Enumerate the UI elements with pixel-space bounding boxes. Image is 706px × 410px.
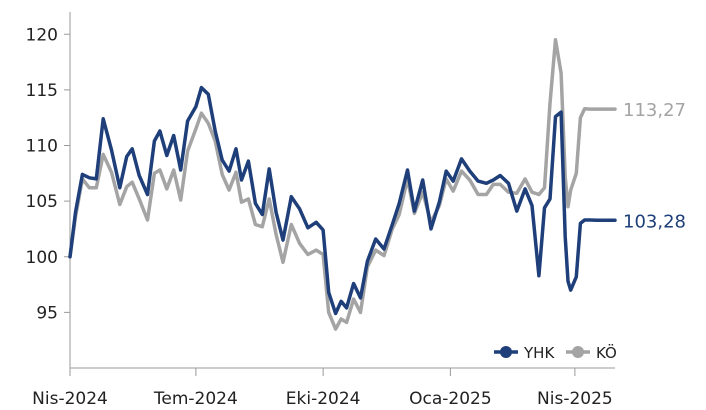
axes <box>69 12 615 369</box>
end-labels: 103,28 113,27 <box>623 100 686 232</box>
x-tick-label: Nis-2025 <box>537 389 613 409</box>
axis-ticks: 95 100 105 110 115 120 Nis-2024 Tem-2024 Eki-202… <box>26 25 613 409</box>
y-tick-label: 115 <box>26 81 58 101</box>
legend: YHK KÖ <box>494 343 617 362</box>
legend-label-yhk: YHK <box>523 344 555 362</box>
legend-marker-ko <box>572 346 584 358</box>
x-tick-label: Eki-2024 <box>286 389 361 409</box>
y-tick-label: 100 <box>26 248 58 268</box>
series-lines <box>68 38 617 331</box>
series-line-yhk <box>68 85 617 316</box>
x-tick-label: Nis-2024 <box>32 389 108 409</box>
x-tick-label: Tem-2024 <box>153 389 238 409</box>
x-tick-label: Oca-2025 <box>409 389 492 409</box>
end-value-label-ko: 113,27 <box>623 100 686 121</box>
y-tick-label: 110 <box>26 137 58 157</box>
legend-label-ko: KÖ <box>596 343 617 362</box>
series-line-ko <box>68 38 617 331</box>
end-value-label-yhk: 103,28 <box>623 211 686 232</box>
y-tick-label: 95 <box>36 303 58 323</box>
legend-marker-yhk <box>500 346 512 358</box>
y-tick-label: 120 <box>26 25 58 45</box>
y-tick-label: 105 <box>26 192 58 212</box>
